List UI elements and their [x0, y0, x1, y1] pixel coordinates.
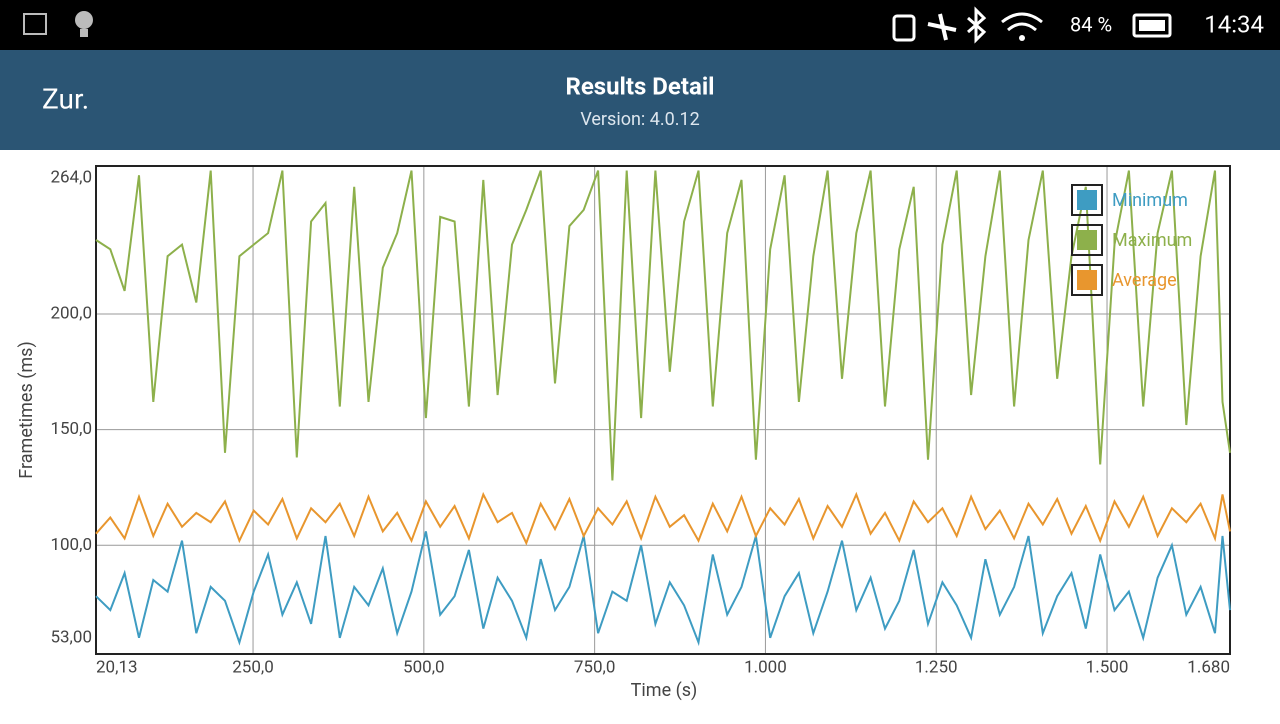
- subtitle: Version: 4.0.12: [580, 109, 699, 130]
- x-tick-label: 1.680: [1187, 657, 1230, 677]
- wifi-dot: [1019, 35, 1025, 41]
- legend-box: [1071, 184, 1103, 216]
- battery-icon: [1132, 13, 1172, 38]
- bulb-base: [80, 29, 88, 37]
- status-bar: [0, 0, 1280, 50]
- y-tick-label: 264,0: [50, 167, 92, 187]
- battery-text: 84 %: [1070, 12, 1112, 36]
- legend-label: Minimum: [1112, 190, 1188, 211]
- legend-swatch: [1077, 190, 1097, 210]
- y-tick-label: 200,0: [50, 304, 92, 324]
- battery-level: [1139, 20, 1165, 31]
- plot-border: [95, 165, 1231, 655]
- bulb-icon: [75, 11, 93, 29]
- gallery-icon: [23, 13, 47, 35]
- lock-icon: [892, 14, 916, 42]
- x-tick-label: 250,0: [232, 657, 274, 677]
- x-tick-label: 1.000: [744, 657, 787, 677]
- bluetooth-icon: [967, 6, 987, 44]
- chart: 53,00 100,0 150,0 200,0 264,0 20,13 250,0 500,0…: [50, 165, 1231, 677]
- legend-label: Maximum: [1112, 230, 1192, 251]
- legend-label: Average: [1112, 270, 1177, 291]
- back-button[interactable]: Zur.: [42, 82, 89, 115]
- series-line: [95, 531, 1231, 647]
- x-axis-title: Time (s): [631, 680, 698, 701]
- series-line: [95, 491, 1231, 546]
- x-tick-label: 750,0: [574, 657, 616, 677]
- title: Results Detail: [565, 72, 714, 100]
- y-axis-title: Frametimes (ms): [16, 341, 37, 478]
- legend-swatch: [1077, 270, 1097, 290]
- legend-box: [1071, 224, 1103, 256]
- legend-box: [1071, 264, 1103, 296]
- x-tick-label: 1.250: [915, 657, 958, 677]
- plot-area: [96, 166, 1230, 654]
- legend-swatch: [1077, 230, 1097, 250]
- airplane-icon: [927, 13, 957, 41]
- wifi-icon: [1001, 12, 1043, 32]
- x-tick-label: 20,13: [96, 657, 138, 677]
- y-tick-label: 150,0: [50, 419, 92, 439]
- app-bar: [0, 50, 1280, 150]
- x-tick-label: 500,0: [403, 657, 445, 677]
- y-tick-label: 53,00: [50, 627, 92, 647]
- clock: 14:34: [1204, 10, 1264, 38]
- series-line: [95, 170, 1231, 481]
- y-tick-label: 100,0: [50, 535, 92, 555]
- x-tick-label: 1.500: [1086, 657, 1129, 677]
